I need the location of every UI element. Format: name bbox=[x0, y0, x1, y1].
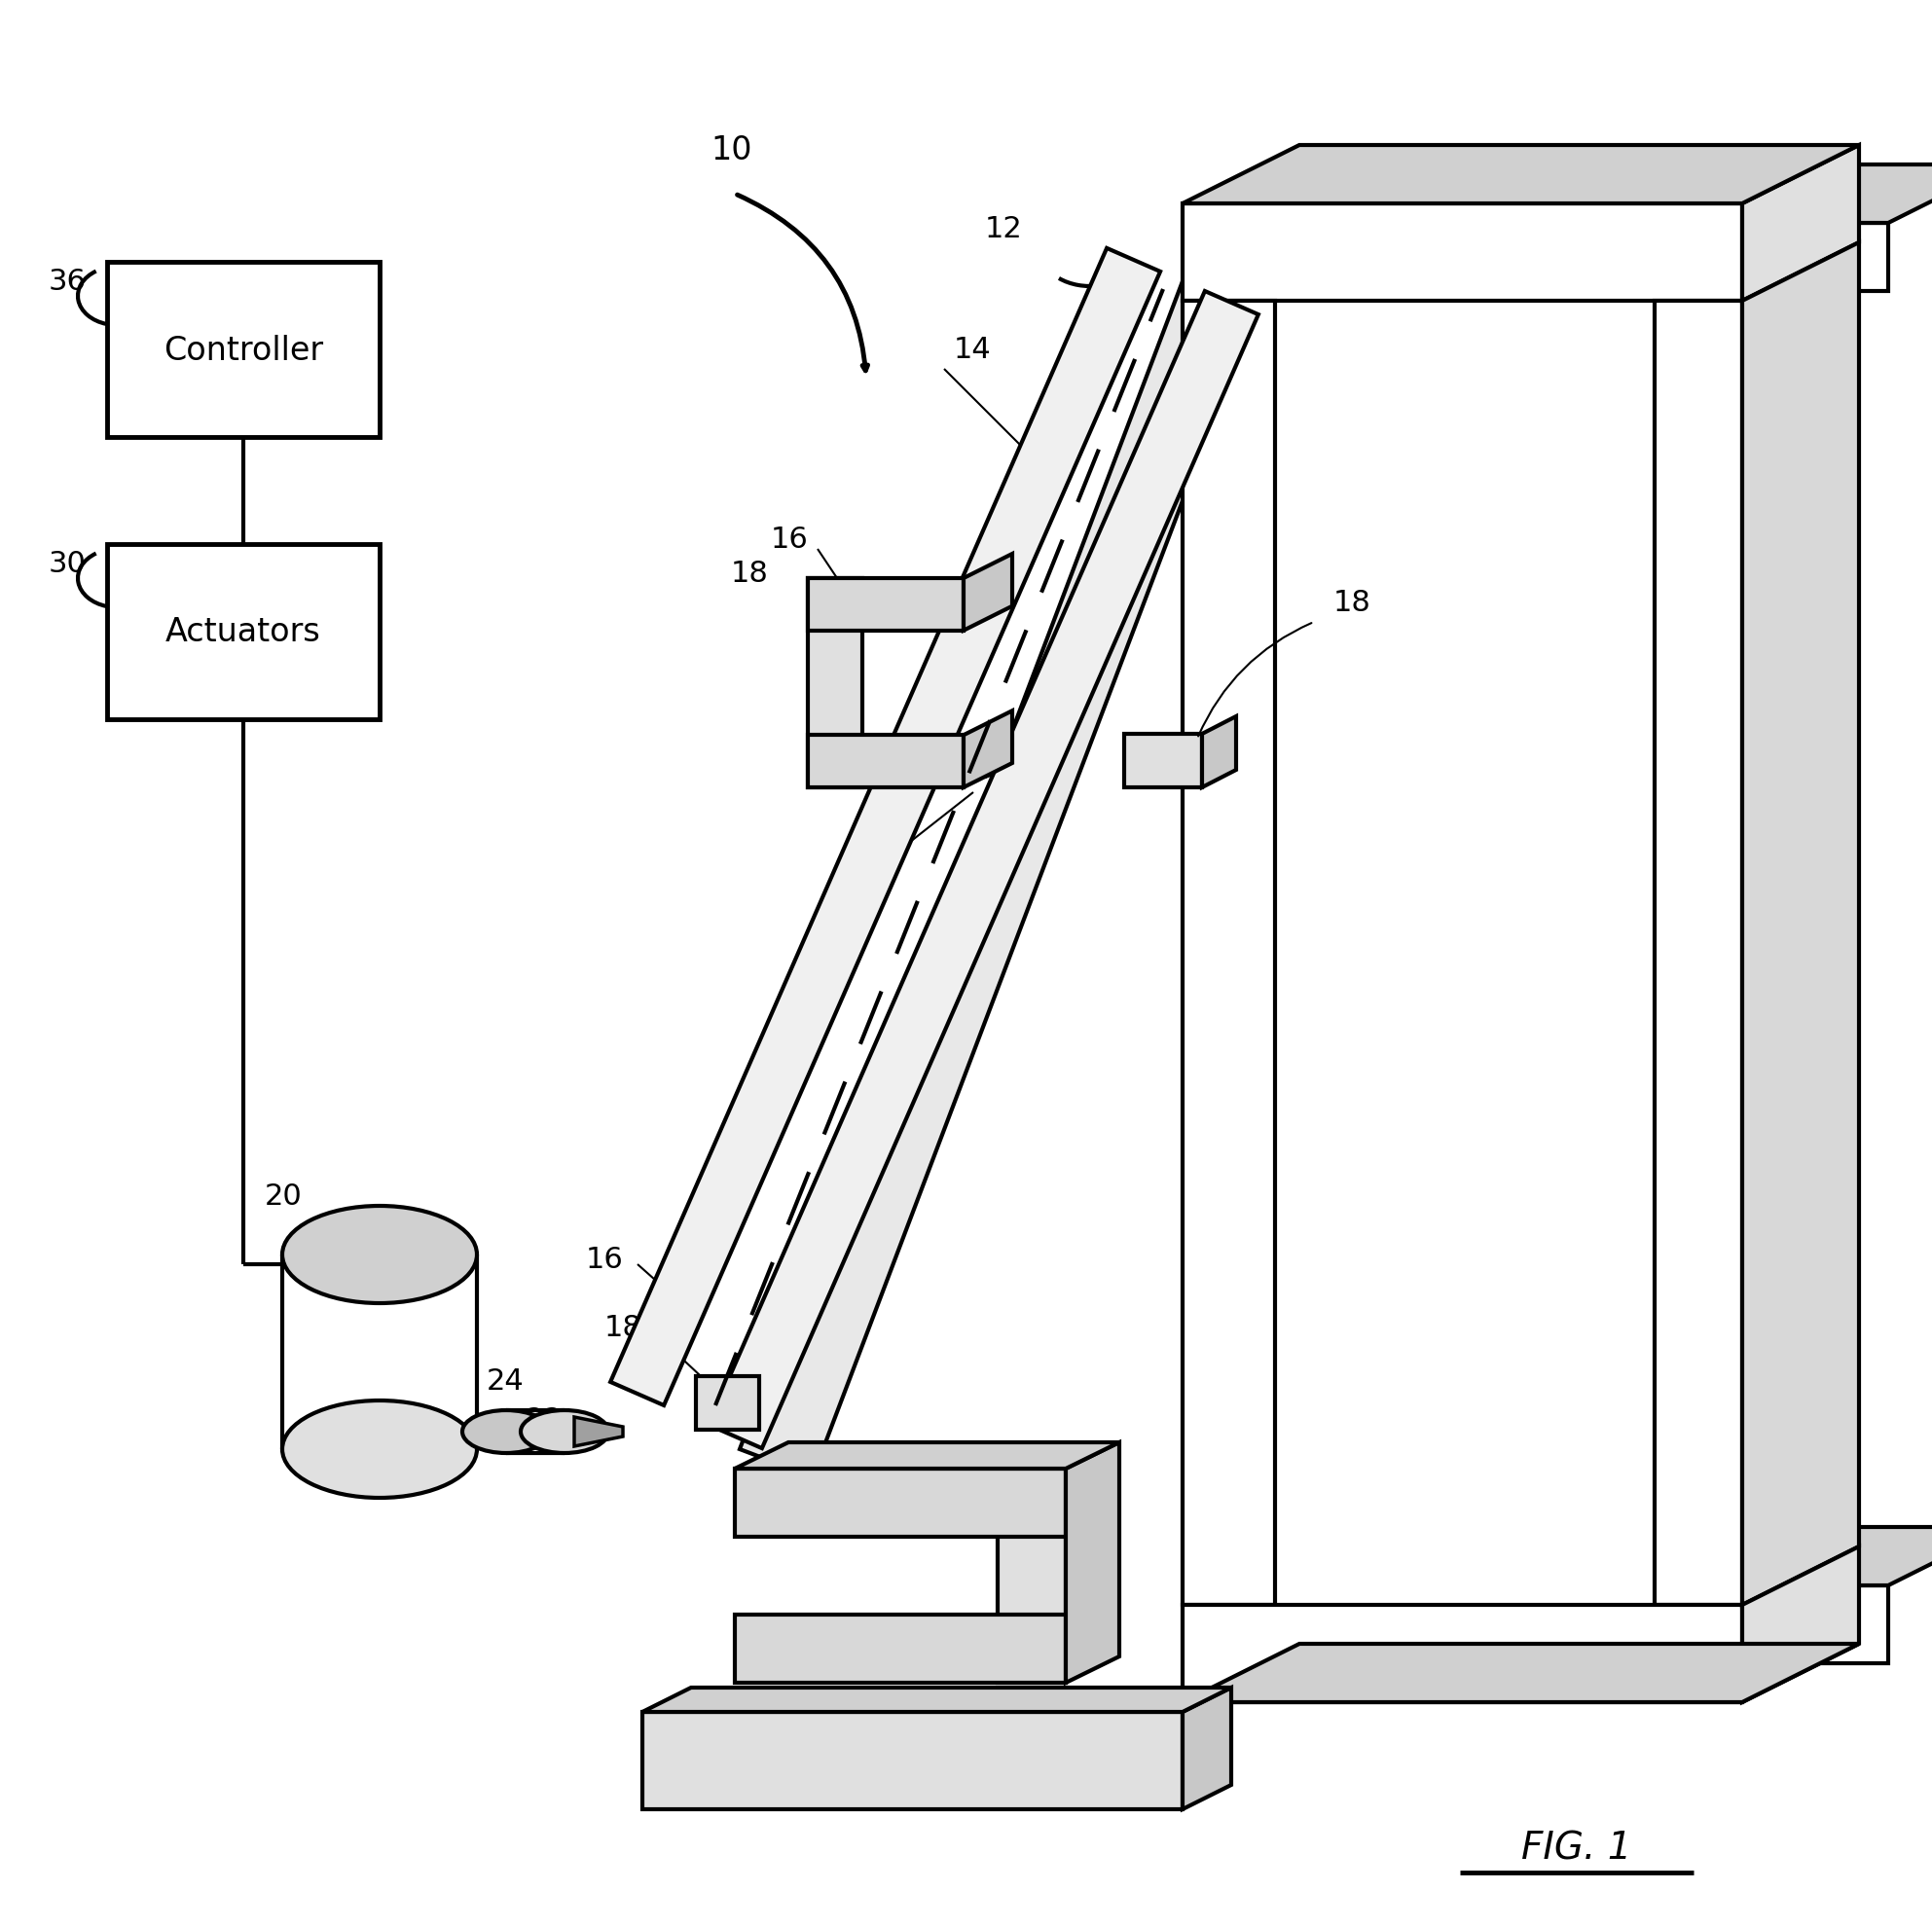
Text: FIG. 1: FIG. 1 bbox=[1522, 1831, 1633, 1867]
Text: 36: 36 bbox=[48, 268, 87, 297]
Polygon shape bbox=[106, 545, 379, 721]
Text: 20: 20 bbox=[265, 1183, 301, 1210]
Text: 18: 18 bbox=[663, 1736, 701, 1765]
Polygon shape bbox=[611, 249, 1161, 1405]
Text: 18: 18 bbox=[1333, 590, 1372, 617]
Text: 22: 22 bbox=[526, 1407, 564, 1434]
Polygon shape bbox=[1743, 166, 1932, 224]
Text: 10: 10 bbox=[711, 135, 752, 168]
Text: 16: 16 bbox=[585, 1245, 622, 1274]
Polygon shape bbox=[1743, 243, 1859, 1605]
Text: 16: 16 bbox=[771, 526, 808, 553]
Ellipse shape bbox=[522, 1411, 609, 1453]
Polygon shape bbox=[964, 711, 1012, 788]
Polygon shape bbox=[964, 555, 1012, 630]
Polygon shape bbox=[1182, 1688, 1231, 1809]
Polygon shape bbox=[1743, 1547, 1859, 1702]
Polygon shape bbox=[808, 736, 964, 788]
Polygon shape bbox=[641, 1711, 1182, 1809]
Polygon shape bbox=[641, 1688, 1231, 1711]
Polygon shape bbox=[1182, 1644, 1859, 1702]
Polygon shape bbox=[734, 1468, 1066, 1538]
Polygon shape bbox=[106, 262, 379, 437]
Polygon shape bbox=[734, 1615, 1066, 1682]
Polygon shape bbox=[709, 291, 1258, 1449]
Ellipse shape bbox=[282, 1206, 477, 1303]
Polygon shape bbox=[1182, 1605, 1743, 1702]
Polygon shape bbox=[740, 281, 1256, 1476]
Text: 30: 30 bbox=[48, 549, 87, 578]
Polygon shape bbox=[1743, 146, 1859, 301]
Text: 18: 18 bbox=[605, 1314, 641, 1341]
Polygon shape bbox=[734, 1443, 1119, 1468]
Polygon shape bbox=[1202, 717, 1236, 788]
Polygon shape bbox=[1743, 1586, 1888, 1663]
Text: 18: 18 bbox=[730, 561, 769, 588]
Text: 28: 28 bbox=[983, 775, 1020, 802]
Polygon shape bbox=[1743, 224, 1888, 291]
Ellipse shape bbox=[462, 1411, 551, 1453]
Polygon shape bbox=[997, 1468, 1066, 1682]
Polygon shape bbox=[1124, 734, 1202, 788]
Polygon shape bbox=[1743, 1528, 1932, 1586]
Ellipse shape bbox=[282, 1401, 477, 1497]
Polygon shape bbox=[808, 578, 862, 788]
Text: Actuators: Actuators bbox=[166, 617, 321, 647]
Polygon shape bbox=[574, 1416, 622, 1447]
Polygon shape bbox=[1182, 204, 1743, 301]
Polygon shape bbox=[1182, 146, 1859, 204]
Polygon shape bbox=[1066, 1443, 1119, 1682]
Text: 24: 24 bbox=[487, 1366, 524, 1395]
Text: Controller: Controller bbox=[164, 333, 323, 366]
Text: 12: 12 bbox=[983, 214, 1022, 243]
Polygon shape bbox=[1182, 301, 1275, 1605]
Polygon shape bbox=[808, 578, 964, 630]
Polygon shape bbox=[1654, 301, 1743, 1605]
Text: 14: 14 bbox=[954, 335, 991, 364]
Polygon shape bbox=[696, 1376, 759, 1430]
